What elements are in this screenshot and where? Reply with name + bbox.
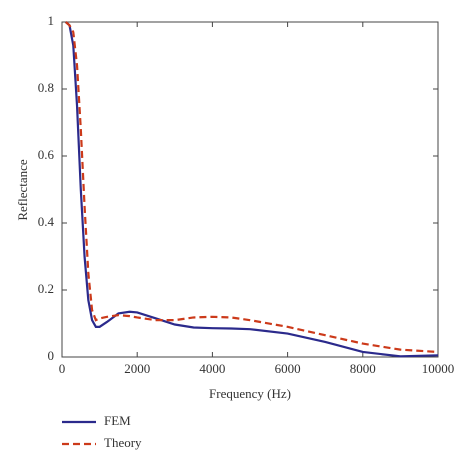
x-axis-label: Frequency (Hz) <box>209 386 291 401</box>
x-tick-label: 0 <box>59 361 66 376</box>
x-tick-label: 8000 <box>350 361 376 376</box>
y-axis-label: Reflectance <box>15 159 30 221</box>
series-line <box>65 21 439 358</box>
y-tick-label: 0.8 <box>38 80 54 95</box>
y-tick-label: 0.4 <box>38 214 55 229</box>
plot-frame <box>61 21 439 358</box>
x-tick-label: 10000 <box>422 361 455 376</box>
y-tick-label: 0.6 <box>38 147 55 162</box>
legend-label: Theory <box>104 435 142 450</box>
y-tick-label: 0 <box>48 348 55 363</box>
legend-label: FEM <box>104 413 131 428</box>
x-tick-label: 4000 <box>199 361 225 376</box>
y-tick-label: 1 <box>48 13 55 28</box>
x-tick-label: 6000 <box>275 361 301 376</box>
y-tick-label: 0.2 <box>38 281 54 296</box>
series-line <box>65 21 439 354</box>
x-tick-label: 2000 <box>124 361 150 376</box>
